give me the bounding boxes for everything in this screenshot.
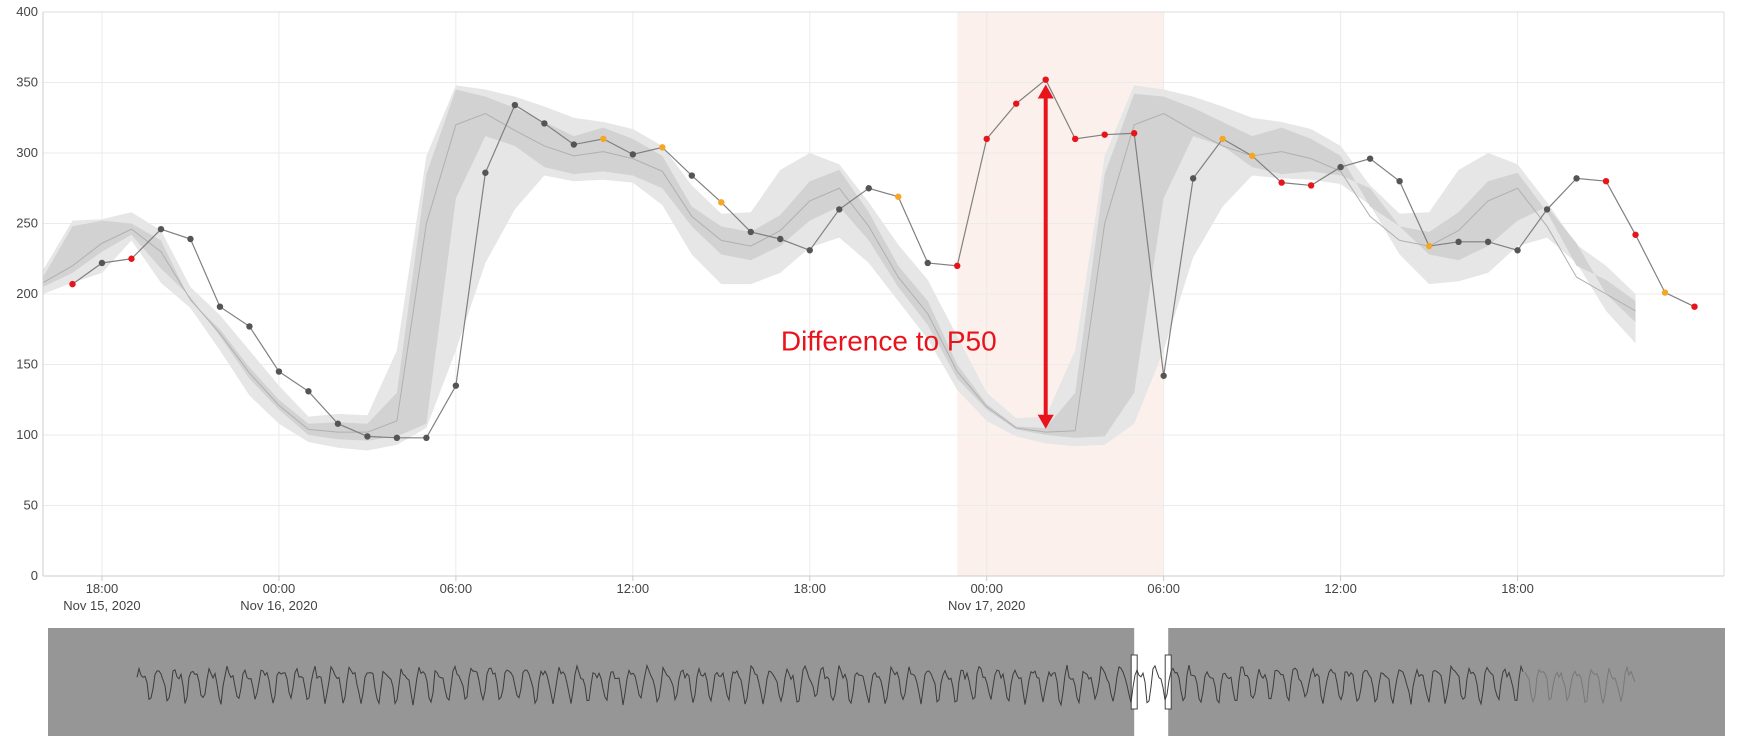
data-point-48 (1484, 238, 1492, 246)
x-tick-label-6: 06:00 (1147, 581, 1180, 596)
bands (42, 85, 1636, 451)
data-point-21 (688, 172, 696, 179)
x-tick-label-0: 18:00 (86, 581, 119, 596)
data-point-13 (452, 382, 460, 389)
data-point-46 (1425, 242, 1433, 250)
data-point-33 (1042, 76, 1049, 83)
x-tick-label-3: 12:00 (617, 581, 650, 596)
annotation-text: Difference to P50 (781, 325, 997, 356)
y-tick-label-0: 0 (31, 568, 38, 583)
data-point-19 (629, 151, 637, 158)
data-point-1 (98, 259, 106, 267)
data-point-0 (69, 280, 76, 288)
median-line (42, 112, 1636, 433)
actual-line (72, 78, 1695, 439)
x-date-label-1: Nov 16, 2020 (240, 598, 317, 613)
grid (43, 11, 1724, 577)
y-tick-label-7: 350 (16, 75, 38, 90)
data-point-17 (570, 141, 578, 148)
data-point-23 (747, 228, 754, 236)
data-point-14 (482, 169, 489, 176)
data-point-55 (1691, 303, 1698, 310)
data-point-22 (718, 199, 725, 206)
x-date-label-5: Nov 17, 2020 (948, 598, 1025, 613)
x-tick-label-2: 06:00 (440, 581, 473, 596)
points (69, 76, 1698, 442)
data-point-6 (246, 323, 253, 330)
data-point-10 (364, 433, 371, 440)
navigator-series-faded (1524, 665, 1636, 704)
y-tick-label-1: 50 (24, 498, 38, 513)
data-point-16 (541, 120, 548, 127)
data-point-36 (1130, 130, 1138, 137)
x-tick-label-8: 18:00 (1501, 581, 1534, 596)
data-point-43 (1337, 163, 1344, 171)
data-point-2 (128, 255, 135, 262)
data-point-38 (1189, 175, 1197, 182)
y-tick-label-8: 400 (16, 4, 38, 19)
data-point-20 (659, 144, 666, 151)
data-point-44 (1366, 155, 1374, 162)
navigator-background (48, 628, 1725, 736)
y-tick-label-4: 200 (16, 286, 38, 301)
data-point-50 (1543, 206, 1551, 213)
data-point-4 (187, 235, 194, 243)
data-point-28 (895, 193, 902, 200)
data-point-39 (1219, 135, 1226, 143)
annotation: Difference to P50 (781, 84, 1054, 429)
navigator-right-handle (1164, 654, 1172, 710)
data-point-8 (305, 388, 312, 395)
x-tick-label-1: 00:00 (263, 581, 296, 596)
navigator[interactable] (48, 628, 1725, 736)
data-point-18 (600, 135, 607, 143)
inner-band (43, 89, 1636, 441)
data-point-54 (1661, 289, 1669, 296)
y-tick-label-5: 250 (16, 216, 38, 231)
navigator-series (136, 663, 1524, 707)
outer-band (43, 85, 1636, 451)
x-tick-label-5: 00:00 (970, 581, 1003, 596)
data-point-7 (275, 368, 283, 375)
data-point-49 (1514, 247, 1521, 254)
data-point-42 (1307, 182, 1315, 189)
x-tick-label-7: 12:00 (1324, 581, 1357, 596)
y-tick-label-2: 100 (16, 427, 38, 442)
data-point-47 (1455, 238, 1462, 246)
x-tick-label-4: 18:00 (793, 581, 826, 596)
data-point-40 (1248, 152, 1256, 160)
data-point-35 (1101, 131, 1108, 138)
data-point-5 (216, 303, 224, 310)
data-point-45 (1396, 178, 1403, 185)
data-point-30 (954, 262, 961, 269)
data-point-9 (334, 420, 342, 427)
axes: 0 50 100 150 200 250 300 350 400 18:00 Nov 15, 202… (16, 4, 1725, 613)
data-point-34 (1071, 135, 1079, 143)
data-point-31 (983, 135, 990, 143)
data-point-37 (1160, 372, 1167, 379)
data-point-29 (924, 259, 931, 267)
x-date-label-0: Nov 15, 2020 (63, 598, 140, 613)
data-point-12 (423, 434, 430, 442)
annotation-arrow-down (1037, 414, 1054, 429)
data-point-27 (865, 185, 872, 192)
data-point-53 (1632, 231, 1639, 238)
data-point-3 (157, 225, 165, 233)
data-point-11 (393, 434, 401, 442)
data-point-25 (806, 247, 813, 254)
data-point-15 (511, 101, 519, 109)
data-point-24 (777, 235, 784, 243)
data-point-41 (1278, 179, 1285, 186)
data-point-51 (1573, 175, 1580, 182)
data-point-52 (1602, 178, 1610, 185)
annotation-arrow-up (1037, 84, 1054, 99)
y-tick-label-6: 300 (16, 145, 38, 160)
y-tick-label-3: 150 (16, 357, 38, 372)
data-point-32 (1013, 100, 1020, 107)
data-point-26 (836, 206, 843, 213)
